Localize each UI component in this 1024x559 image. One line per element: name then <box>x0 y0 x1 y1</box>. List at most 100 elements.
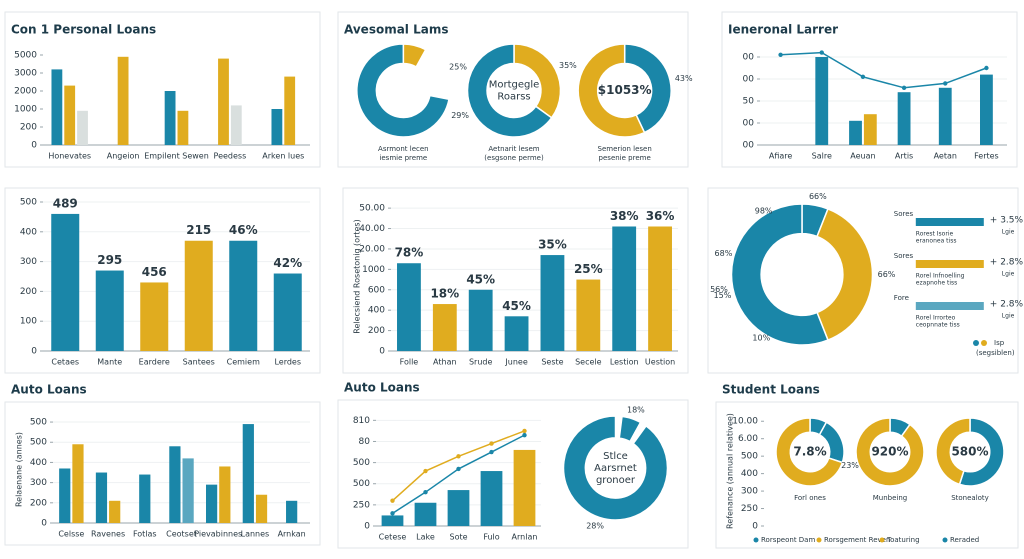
y-axis-label: Relaenane (annes) <box>15 432 24 507</box>
donut-caption: Stonealoty <box>951 494 989 502</box>
bar <box>59 468 71 523</box>
bar <box>381 515 404 526</box>
bar-annotation: 489 <box>53 196 78 210</box>
bar <box>468 289 493 351</box>
note: 23% <box>841 461 859 470</box>
y-tick-label: 2000 <box>14 87 37 97</box>
bar <box>51 69 63 145</box>
bar <box>849 120 862 145</box>
x-tick-label: Celsse <box>58 530 84 539</box>
bar <box>164 91 176 145</box>
bar <box>229 240 258 351</box>
bar <box>897 92 911 145</box>
bar <box>95 472 108 523</box>
y-axis-label: Relecsiend Rosetonig (ortes) <box>353 219 362 333</box>
bar-annotation: 78% <box>395 246 424 260</box>
legend-row-bar <box>915 302 984 310</box>
panel-title: Con 1 Personal Loans <box>11 23 156 37</box>
legend-row-change: + 2.8% <box>990 258 1024 268</box>
bar-annotation: 46% <box>229 223 258 237</box>
legend-label: Rorsgement Reven <box>824 536 890 544</box>
y-tick-label: 00 <box>743 75 755 85</box>
bar <box>95 270 124 351</box>
x-tick-label: Lake <box>416 533 435 542</box>
note: 68% <box>715 249 733 258</box>
y-tick-label: 0 <box>41 519 47 529</box>
bar-annotation: 36% <box>646 209 675 223</box>
line-point <box>522 432 527 438</box>
x-tick-label: Seste <box>541 358 563 367</box>
bar <box>219 466 231 523</box>
line-point <box>456 466 461 472</box>
x-tick-label: Lestion <box>610 358 639 367</box>
donut-slice <box>577 43 646 138</box>
y-tick-label: 0 <box>364 522 370 532</box>
bar <box>504 316 529 351</box>
y-tick-label: 400 <box>741 469 758 479</box>
y-tick-label: 300 <box>30 478 47 488</box>
bar <box>432 304 457 351</box>
note: 15% <box>714 291 732 300</box>
panel-title: Ieneronal Larrer <box>728 23 838 37</box>
legend-row-name: Fore <box>894 294 909 302</box>
line-point <box>456 454 461 459</box>
bar <box>576 279 601 351</box>
x-tick-label: Peedess <box>214 152 247 161</box>
y-tick-label: 810 <box>353 416 370 426</box>
bar <box>255 494 268 523</box>
bar <box>72 444 84 523</box>
legend-swatch <box>973 340 979 346</box>
bar <box>51 213 80 351</box>
y-tick-label: 00 <box>743 141 755 151</box>
line-point <box>943 81 948 86</box>
legend-swatch <box>942 537 948 543</box>
legend-row-sub: Lgie <box>1002 229 1015 236</box>
donut-slice <box>562 415 669 521</box>
panel-title: Student Loans <box>722 383 820 397</box>
line-point <box>984 65 989 71</box>
bar <box>169 446 181 523</box>
bar <box>184 240 213 351</box>
bar <box>284 76 296 145</box>
line-point <box>390 511 395 516</box>
line-point <box>423 468 428 474</box>
y-tick-label: 40.00 <box>359 224 385 234</box>
x-tick-label: Empilent Sewen <box>144 152 209 161</box>
x-tick-label: Fertes <box>974 152 999 161</box>
bar <box>414 502 437 526</box>
bar <box>863 114 877 145</box>
bar-annotation: 42% <box>273 256 302 270</box>
legend-label: (segsiblen) <box>976 349 1015 357</box>
bar <box>447 490 470 526</box>
x-tick-label: Cetaes <box>51 358 79 367</box>
bar <box>938 87 952 145</box>
line-point <box>489 441 494 446</box>
y-tick-label: 6.00 <box>738 434 758 444</box>
line-point <box>522 428 527 434</box>
bar-annotation: 25% <box>574 262 603 276</box>
panel-title: Auto Loans <box>344 381 420 395</box>
bar-annotation: 215 <box>186 223 211 237</box>
donut-caption: pesenie preme <box>599 154 651 162</box>
donut-caption: Forl ones <box>794 494 826 502</box>
line-point <box>778 52 783 57</box>
legend-row-text: eranonea tiss <box>916 238 957 245</box>
x-tick-label: Artis <box>895 152 913 161</box>
note: 10% <box>752 333 770 342</box>
x-tick-label: Lerdes <box>274 358 301 367</box>
bar-annotation: 38% <box>610 209 639 223</box>
legend-row-text: Rorel Irrorteo <box>916 315 956 322</box>
line-point <box>423 489 428 495</box>
donut-center: Mortgegle <box>489 80 540 91</box>
donut-center: gronoer <box>596 475 636 486</box>
y-tick-label: 0 <box>31 141 37 151</box>
legend-row-sub: Lgie <box>1002 313 1015 320</box>
line-point <box>819 50 824 55</box>
x-tick-label: Fotlas <box>133 530 157 539</box>
legend-row-change: + 3.5% <box>990 216 1024 226</box>
slice-label: 43% <box>675 74 693 83</box>
slice-label: 29% <box>451 111 469 120</box>
donut-slice <box>958 417 1005 487</box>
